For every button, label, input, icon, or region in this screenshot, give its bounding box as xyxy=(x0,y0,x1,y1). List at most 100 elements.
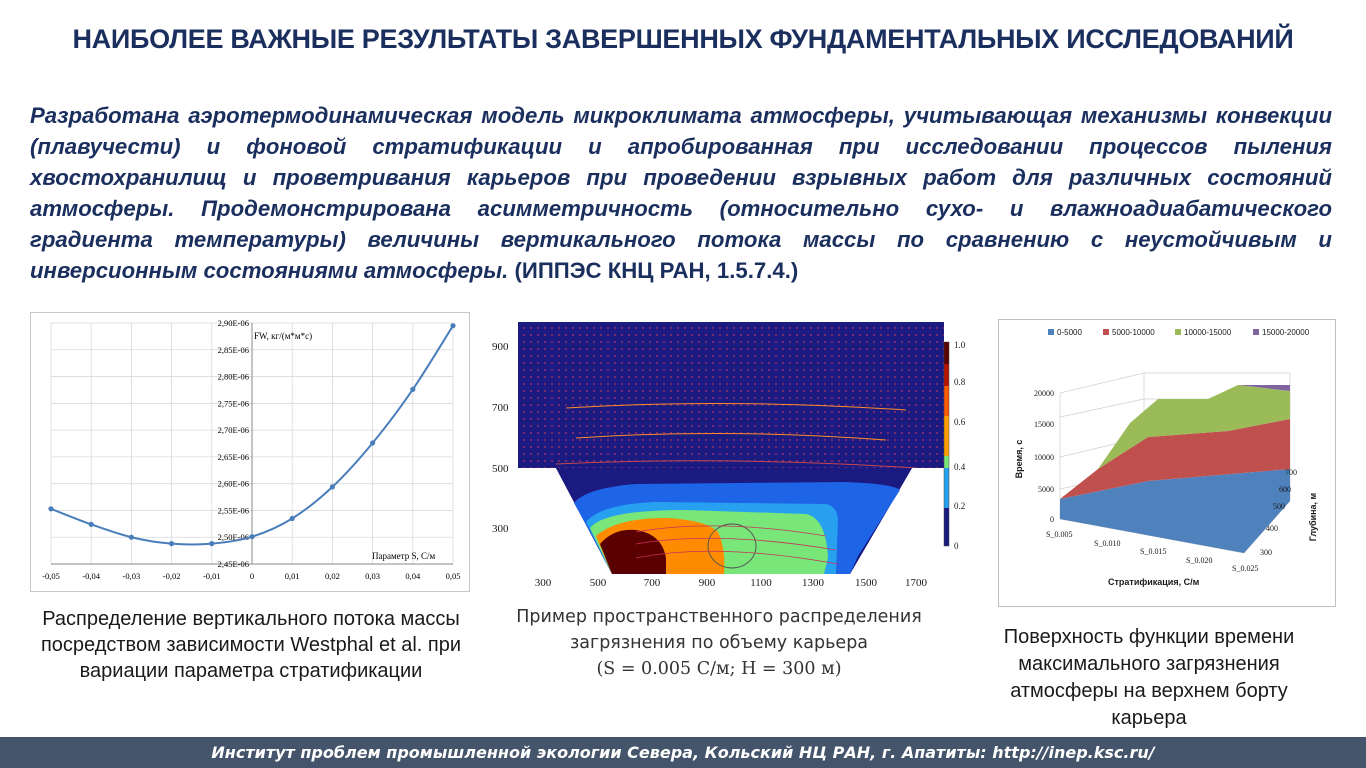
contour-line xyxy=(635,550,839,565)
y-tick-label: 2,80E-06 xyxy=(218,372,249,382)
x-axis-label: Стратификация, С/м xyxy=(1108,577,1200,587)
x-tick-label: 1100 xyxy=(750,577,772,589)
x-tick-label: -0,02 xyxy=(163,571,181,581)
colorbar-segment xyxy=(944,386,949,416)
x-tick-label: 0,02 xyxy=(325,571,340,581)
z-tick: 500 xyxy=(1273,502,1285,511)
colorbar xyxy=(943,341,950,547)
x-tick-label: 500 xyxy=(590,577,607,589)
x-tick-label: 1700 xyxy=(905,577,928,589)
colorbar-tick: 0.2 xyxy=(954,501,965,511)
colorbar-tick: 0.6 xyxy=(954,417,966,427)
x-tick-labels: -0,05 -0,04 -0,03 -0,02 -0,01 0 0,01 0,02 0,03 0,… xyxy=(42,571,460,581)
surface-band-5000-10000 xyxy=(1060,419,1290,499)
x-tick: S_0.010 xyxy=(1094,539,1120,548)
middle-caption: Пример пространственного распределения з… xyxy=(490,604,948,682)
contour-line xyxy=(635,537,837,551)
level-peak xyxy=(600,529,666,574)
y-tick: 10000 xyxy=(1034,453,1054,462)
y-tick-label: 2,55E-06 xyxy=(218,505,249,515)
colorbar-tick: 0.4 xyxy=(954,462,966,472)
x-tick: S_0.015 xyxy=(1140,547,1166,556)
colorbar-tick: 0 xyxy=(954,541,959,551)
data-point xyxy=(48,506,54,512)
x-tick: S_0.020 xyxy=(1186,556,1212,565)
x-tick-label: 300 xyxy=(535,577,552,589)
intro-text: Разработана аэротермодинамическая модель… xyxy=(30,103,1332,283)
colorbar-segment xyxy=(944,508,949,546)
x-tick-label: 1300 xyxy=(802,577,825,589)
right-caption: Поверхность функции времени максимальног… xyxy=(1003,626,1295,729)
x-tick-label: -0,03 xyxy=(123,571,141,581)
series-points xyxy=(48,323,456,547)
x-tick-label: -0,04 xyxy=(82,571,100,581)
pit-wall-left xyxy=(518,468,612,574)
x-tick-label: 0,05 xyxy=(446,571,461,581)
colorbar-tick: 0.8 xyxy=(954,377,966,387)
heatmap-svg: 300 500 700 900 300 500 700 900 1100 130… xyxy=(492,322,966,589)
data-point xyxy=(169,541,175,547)
data-point xyxy=(209,541,215,547)
x-tick-label: 1500 xyxy=(855,577,878,589)
y-tick-label: 500 xyxy=(492,463,509,475)
slide-title: НАИБОЛЕЕ ВАЖНЫЕ РЕЗУЛЬТАТЫ ЗАВЕРШЕННЫХ Ф… xyxy=(72,24,1294,54)
x-tick-label: 700 xyxy=(644,577,661,589)
data-point xyxy=(329,484,335,490)
legend-item: 0-5000 xyxy=(1057,328,1082,337)
westphal-line-chart: 2,45E-06 2,50E-06 2,55E-06 2,60E-06 2,65E-06… xyxy=(30,312,470,592)
y-tick-label: 2,45E-06 xyxy=(218,559,249,569)
surface xyxy=(1060,385,1290,553)
z-axis-label: Глубина, м xyxy=(1308,492,1318,541)
surface-svg: 0-5000 5000-10000 10000-15000 15000-2000… xyxy=(998,319,1336,607)
y-tick-label: 2,90E-06 xyxy=(218,318,249,328)
y-tick-label: 2,60E-06 xyxy=(218,479,249,489)
y-tick-label: 2,65E-06 xyxy=(218,452,249,462)
vector-dots xyxy=(518,322,944,472)
y-axis-label: Время, с xyxy=(1014,440,1024,479)
y-tick: 0 xyxy=(1050,515,1054,524)
legend-item: 5000-10000 xyxy=(1112,328,1155,337)
legend: 0-5000 5000-10000 10000-15000 15000-2000… xyxy=(1048,328,1310,337)
colorbar-segment xyxy=(944,468,949,508)
contour-line xyxy=(555,460,917,469)
contour-line xyxy=(635,525,827,537)
x-tick-label: -0,01 xyxy=(203,571,221,581)
y-tick: 5000 xyxy=(1038,485,1054,494)
chart-axes xyxy=(51,323,453,565)
contour-line xyxy=(575,432,887,441)
pollution-heatmap: 300 500 700 900 300 500 700 900 1100 130… xyxy=(486,318,976,598)
left-caption: Распределение вертикального потока массы… xyxy=(40,608,462,682)
surface-band-0-5000 xyxy=(1060,469,1290,553)
data-point xyxy=(410,386,416,393)
contour-ellipse xyxy=(707,523,757,569)
surface-chart: 0-5000 5000-10000 10000-15000 15000-2000… xyxy=(998,319,1336,607)
colorbar-segment xyxy=(944,416,949,456)
y-tick-labels: 300 500 700 900 xyxy=(492,341,509,535)
middle-caption-line2: загрязнения по объему карьера xyxy=(569,633,869,653)
x-axis-label: Параметр S, С/м xyxy=(372,551,435,561)
x-tick: S_0.025 xyxy=(1232,564,1258,573)
y-tick-label: 2,70E-06 xyxy=(218,425,249,435)
x-tick: S_0.005 xyxy=(1046,530,1072,539)
legend-item: 15000-20000 xyxy=(1262,328,1310,337)
x-tick-label: -0,05 xyxy=(42,571,60,581)
data-point xyxy=(370,440,376,446)
y-tick: 15000 xyxy=(1034,420,1054,429)
pit-wall-right xyxy=(850,468,944,574)
data-point xyxy=(450,323,456,329)
z-tick: 300 xyxy=(1260,548,1272,557)
contour-line xyxy=(565,402,907,411)
surface-band-10000-15000 xyxy=(1098,385,1290,469)
y-axis-label: FW, кг/(м*м*с) xyxy=(254,331,312,341)
z-tick: 600 xyxy=(1279,485,1291,494)
legend-swatch xyxy=(1103,329,1109,335)
line-chart-svg: 2,45E-06 2,50E-06 2,55E-06 2,60E-06 2,65E-06… xyxy=(30,312,470,592)
z-tick-labels: 300 400 500 600 700 xyxy=(1260,468,1297,557)
colorbar-segment xyxy=(944,342,949,364)
legend-swatch xyxy=(1175,329,1181,335)
footer-text: Институт проблем промышленной экологии С… xyxy=(211,743,1155,762)
colorbar-ticks: 0 0.2 0.4 0.6 0.8 1.0 xyxy=(954,340,966,551)
colorbar-segment xyxy=(944,364,949,386)
intro-paragraph: Разработана аэротермодинамическая модель… xyxy=(30,100,1332,286)
y-tick-labels: 0 5000 10000 15000 20000 xyxy=(1034,389,1054,524)
